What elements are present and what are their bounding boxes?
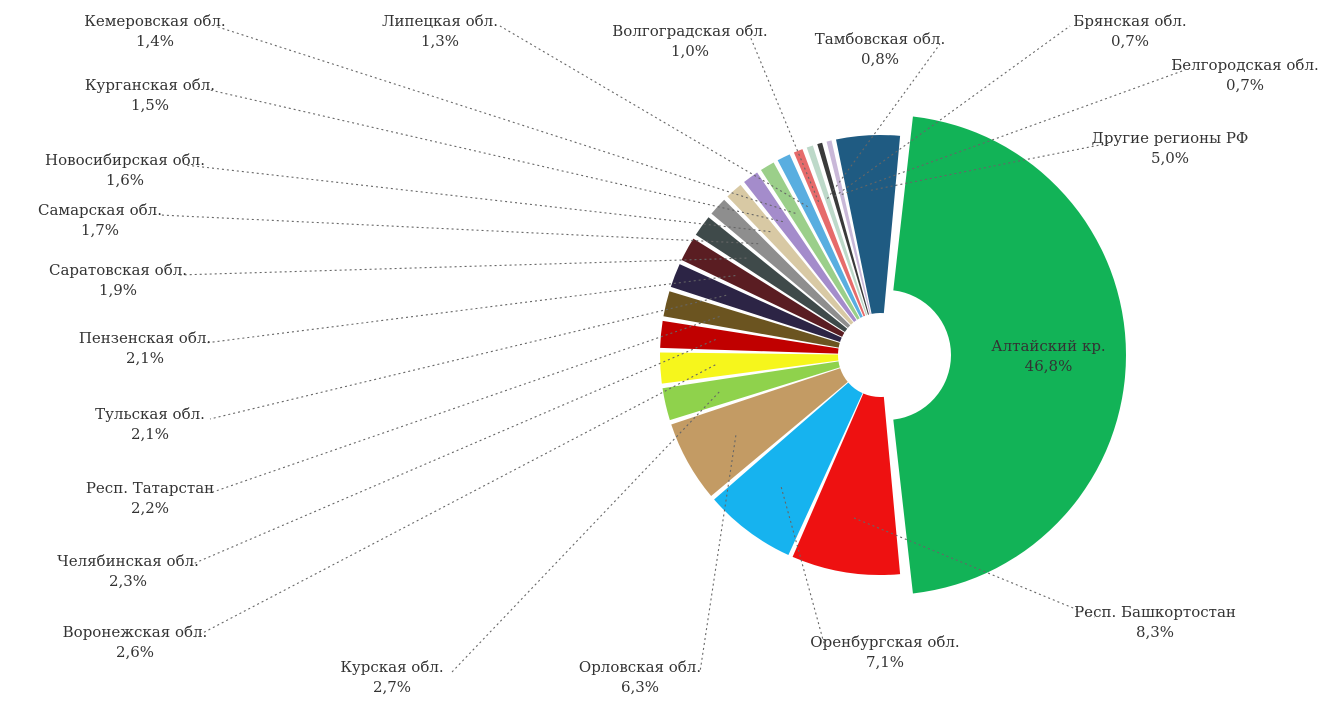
slice-value-label: 2,3% bbox=[109, 572, 147, 590]
slice-value-label: 8,3% bbox=[1136, 623, 1174, 641]
pie-slice bbox=[744, 172, 857, 322]
leader-line bbox=[853, 517, 1096, 618]
slice-label: Тульская обл. bbox=[95, 405, 205, 423]
slice-value-label: 2,7% bbox=[373, 678, 411, 696]
leader-line bbox=[841, 69, 1186, 196]
leader-line bbox=[177, 257, 747, 276]
pie-slice bbox=[817, 142, 869, 315]
leader-line bbox=[209, 89, 784, 223]
leader-line bbox=[204, 275, 736, 344]
slice-label: Пензенская обл. bbox=[79, 329, 211, 347]
slice-value-label: 1,4% bbox=[136, 32, 174, 50]
pie-slice bbox=[670, 264, 842, 342]
leader-line bbox=[749, 35, 820, 203]
pie-slice bbox=[727, 184, 854, 325]
slice-label: Курская обл. bbox=[340, 658, 443, 676]
leader-line bbox=[209, 294, 727, 420]
slice-label: Респ. Башкортостан bbox=[1074, 603, 1236, 621]
slice-label: Другие регионы РФ bbox=[1092, 129, 1249, 147]
leader-lines-layer bbox=[159, 25, 1186, 673]
leader-line bbox=[870, 142, 1111, 191]
pie-slice bbox=[760, 162, 860, 320]
slice-value-label: 2,1% bbox=[131, 425, 169, 443]
slice-value-label: 46,8% bbox=[1025, 357, 1073, 375]
pie-slice bbox=[671, 368, 848, 496]
slice-label: Курганская обл. bbox=[85, 76, 215, 94]
pie-slice bbox=[792, 393, 901, 575]
leader-line bbox=[209, 315, 720, 494]
pie-slice bbox=[659, 352, 839, 384]
slice-value-label: 0,8% bbox=[861, 50, 899, 68]
pie-slice bbox=[660, 320, 839, 354]
slice-label: Самарская обл. bbox=[38, 201, 162, 219]
slice-label: Тамбовская обл. bbox=[815, 30, 945, 48]
slice-value-label: 5,0% bbox=[1151, 149, 1189, 167]
pie-slice bbox=[711, 199, 851, 329]
slice-label: Кемеровская обл. bbox=[84, 12, 225, 30]
slice-value-label: 1,0% bbox=[671, 42, 709, 60]
slice-label: Саратовская обл. bbox=[49, 261, 187, 279]
slice-value-label: 2,1% bbox=[126, 349, 164, 367]
slice-label: Брянская обл. bbox=[1073, 12, 1186, 30]
slice-value-label: 2,6% bbox=[116, 643, 154, 661]
slice-value-label: 0,7% bbox=[1226, 76, 1264, 94]
pie-slice bbox=[806, 145, 868, 316]
slice-label: Орловская обл. bbox=[579, 658, 701, 676]
pie-slice bbox=[777, 154, 863, 318]
pie-slice bbox=[793, 149, 866, 317]
pie-slice bbox=[893, 116, 1127, 594]
slice-value-label: 1,7% bbox=[81, 221, 119, 239]
leader-line bbox=[834, 25, 1071, 197]
slice-label: Воронежская обл. bbox=[63, 623, 208, 641]
leader-line bbox=[159, 214, 759, 245]
slice-label: Белгородская обл. bbox=[1171, 56, 1319, 74]
leader-line bbox=[194, 364, 716, 638]
leader-line bbox=[214, 25, 796, 214]
slice-value-label: 0,7% bbox=[1111, 32, 1149, 50]
slice-label: Оренбургская обл. bbox=[810, 633, 959, 651]
slice-label: Липецкая обл. bbox=[382, 12, 498, 30]
pie-slice bbox=[835, 134, 901, 314]
leader-line bbox=[184, 164, 771, 233]
slice-value-label: 1,5% bbox=[131, 96, 169, 114]
slice-value-label: 7,1% bbox=[866, 653, 904, 671]
slice-label: Респ. Татарстан bbox=[86, 479, 214, 497]
slice-value-label: 6,3% bbox=[621, 678, 659, 696]
slice-label: Волгоградская обл. bbox=[612, 22, 767, 40]
slices-layer bbox=[659, 116, 1127, 594]
slice-value-label: 1,3% bbox=[421, 32, 459, 50]
pie-slice bbox=[662, 361, 840, 421]
slice-value-label: 1,6% bbox=[106, 171, 144, 189]
leader-line bbox=[826, 43, 941, 199]
labels-layer: Алтайский кр. 46,8% Респ. Башкортостан 8,3%… bbox=[38, 12, 1319, 696]
slice-value-label: 2,2% bbox=[131, 499, 169, 517]
slice-label: Челябинская обл. bbox=[57, 552, 199, 570]
pie-slice bbox=[663, 291, 840, 348]
pie-slice bbox=[681, 238, 845, 337]
pie-slice bbox=[826, 140, 871, 315]
slice-label: Алтайский кр. bbox=[991, 337, 1105, 355]
slice-value-label: 1,9% bbox=[99, 281, 137, 299]
pie-slice bbox=[695, 217, 848, 333]
slice-label: Новосибирская обл. bbox=[45, 151, 205, 169]
pie-slice bbox=[714, 382, 863, 556]
leader-line bbox=[187, 338, 716, 567]
